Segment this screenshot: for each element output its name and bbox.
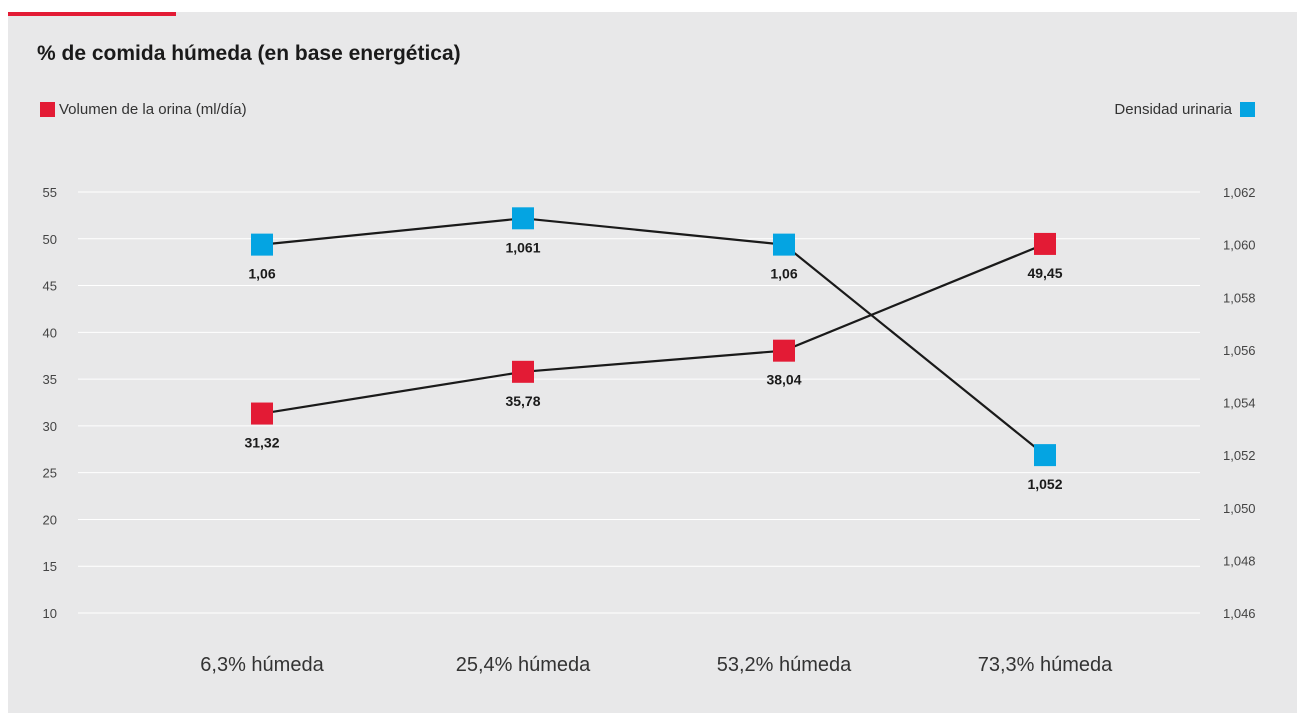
data-label-volume: 31,32	[244, 435, 279, 451]
data-point-density	[251, 233, 273, 256]
legend-density-label: Densidad urinaria	[1114, 101, 1232, 118]
data-label-density: 1,052	[1027, 476, 1062, 492]
x-tick-label: 73,3% húmeda	[978, 654, 1113, 676]
y-right-tick-label: 1,056	[1223, 343, 1256, 358]
y-left-tick-label: 50	[43, 232, 57, 247]
y-left-tick-label: 55	[43, 185, 57, 200]
x-tick-label: 25,4% húmeda	[456, 654, 591, 676]
data-point-density	[773, 233, 795, 256]
data-point-volume	[1034, 232, 1056, 255]
data-label-density: 1,06	[770, 266, 797, 282]
series-line-density	[261, 217, 1046, 456]
y-left-tick-label: 35	[43, 372, 57, 387]
y-right-tick-label: 1,050	[1223, 501, 1256, 516]
y-right-tick-label: 1,046	[1223, 606, 1256, 621]
y-left-tick-label: 40	[43, 325, 57, 340]
y-left-tick-label: 30	[43, 419, 57, 434]
y-right-tick-label: 1,054	[1223, 396, 1256, 411]
y-left-tick-label: 45	[43, 279, 57, 294]
x-tick-label: 53,2% húmeda	[717, 654, 852, 676]
legend-volume-swatch	[40, 102, 55, 117]
y-left-tick-label: 10	[43, 606, 57, 621]
legend-volume: Volumen de la orina (ml/día)	[40, 101, 247, 118]
y-right-tick-label: 1,058	[1223, 290, 1256, 305]
data-label-volume: 35,78	[505, 393, 540, 409]
legend-density-swatch	[1240, 102, 1255, 117]
data-label-density: 1,061	[505, 239, 540, 255]
data-point-density	[1034, 444, 1056, 467]
x-tick-label: 6,3% húmeda	[200, 654, 324, 676]
legend-density: Densidad urinaria	[1114, 101, 1255, 118]
y-left-tick-label: 15	[43, 559, 57, 574]
chart-panel	[8, 12, 1297, 713]
data-point-density	[512, 207, 534, 230]
data-label-volume: 38,04	[766, 372, 801, 388]
legend-volume-label: Volumen de la orina (ml/día)	[59, 101, 247, 118]
chart-title: % de comida húmeda (en base energética)	[37, 42, 461, 65]
data-point-volume	[251, 402, 273, 425]
y-right-tick-label: 1,060	[1223, 238, 1256, 253]
data-label-volume: 49,45	[1027, 265, 1062, 281]
y-right-tick-label: 1,052	[1223, 448, 1256, 463]
y-right-tick-label: 1,048	[1223, 553, 1256, 568]
data-label-density: 1,06	[248, 266, 275, 282]
y-left-tick-label: 20	[43, 512, 57, 527]
data-point-volume	[773, 339, 795, 362]
y-right-tick-label: 1,062	[1223, 185, 1256, 200]
y-left-tick-label: 25	[43, 466, 57, 481]
accent-bar	[8, 12, 176, 16]
data-point-volume	[512, 360, 534, 383]
series-line-volume	[261, 242, 1046, 415]
